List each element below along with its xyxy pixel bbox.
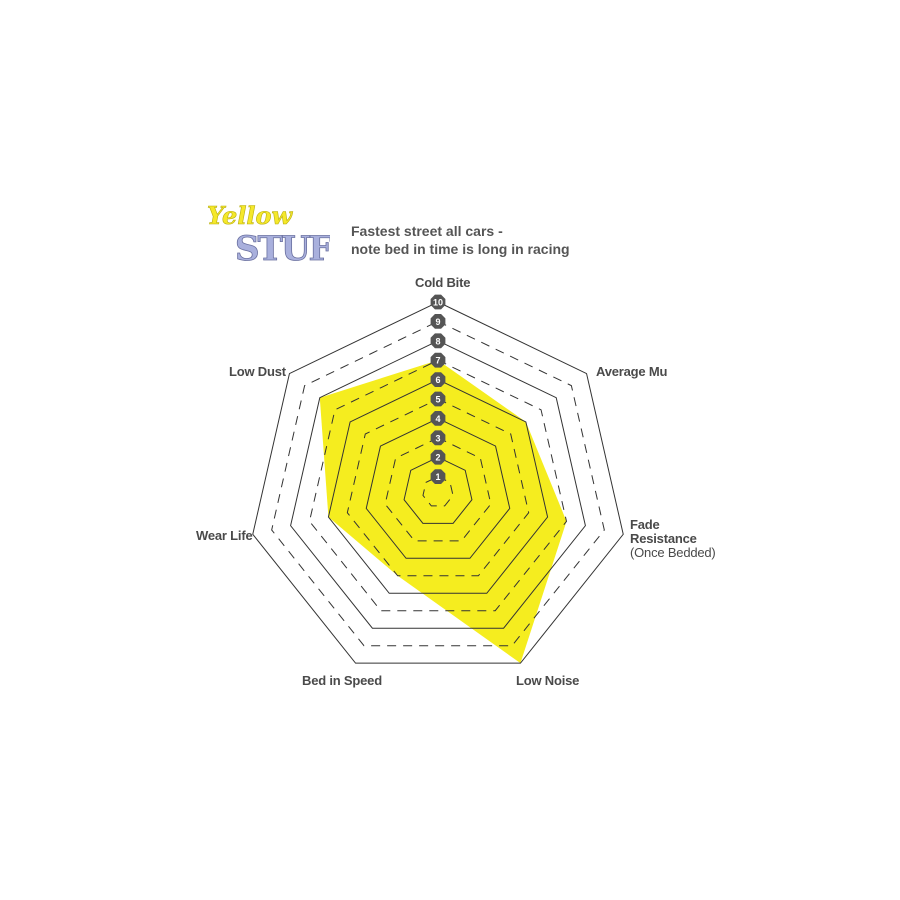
tick-badge-3 bbox=[430, 430, 446, 446]
tick-badge-7 bbox=[430, 352, 446, 368]
axis-label-fade-resistance: Fade Resistance (Once Bedded) bbox=[630, 518, 716, 560]
tick-badge-5 bbox=[430, 391, 446, 407]
data-area bbox=[319, 360, 567, 664]
axis-label-low-dust: Low Dust bbox=[229, 364, 286, 379]
tick-label-3: 3 bbox=[435, 433, 440, 443]
tick-badge-1 bbox=[430, 469, 446, 484]
tick-badge-6 bbox=[430, 372, 446, 387]
tick-label-5: 5 bbox=[435, 395, 440, 405]
grid-ring-5 bbox=[346, 398, 530, 577]
tick-badge-10 bbox=[430, 294, 446, 310]
tick-badge-8 bbox=[430, 333, 446, 349]
tick-label-1: 1 bbox=[435, 472, 440, 482]
title-line-1: Fastest street all cars - bbox=[351, 223, 503, 239]
grid-ring-7 bbox=[308, 359, 568, 612]
axis-label-bed-in-speed: Bed in Speed bbox=[302, 673, 382, 688]
tick-label-10: 10 bbox=[433, 298, 443, 308]
tick-badge-9 bbox=[430, 314, 446, 329]
tick-badge-2 bbox=[430, 449, 446, 465]
axis-label-low-noise: Low Noise bbox=[516, 673, 580, 688]
fade-line-1: Fade bbox=[630, 517, 660, 532]
axis-label-average-mu: Average Mu bbox=[596, 364, 668, 379]
grid-ring-4 bbox=[365, 417, 511, 559]
axis-label-cold-bite: Cold Bite bbox=[415, 275, 471, 290]
fade-line-3: (Once Bedded) bbox=[630, 545, 716, 560]
tick-label-7: 7 bbox=[435, 356, 440, 366]
grid-ring-8 bbox=[290, 340, 586, 629]
tick-label-8: 8 bbox=[435, 336, 440, 346]
tick-label-6: 6 bbox=[435, 375, 440, 385]
chart-title: Fastest street all cars - note bed in ti… bbox=[351, 222, 570, 258]
fade-line-2: Resistance bbox=[630, 531, 697, 546]
grid-ring-2 bbox=[403, 456, 473, 524]
grid-ring-10 bbox=[252, 301, 624, 664]
svg-text:Yellow: Yellow bbox=[207, 201, 294, 230]
grid-ring-9 bbox=[271, 320, 605, 647]
grid-ring-6 bbox=[327, 379, 549, 594]
title-line-2: note bed in time is long in racing bbox=[351, 241, 570, 257]
axis-label-wear-life: Wear Life bbox=[196, 528, 253, 543]
tick-label-4: 4 bbox=[435, 414, 440, 424]
tick-label-2: 2 bbox=[435, 453, 440, 463]
grid-ring-3 bbox=[384, 437, 492, 542]
tick-label-9: 9 bbox=[435, 317, 440, 327]
tick-badge-4 bbox=[430, 411, 446, 426]
